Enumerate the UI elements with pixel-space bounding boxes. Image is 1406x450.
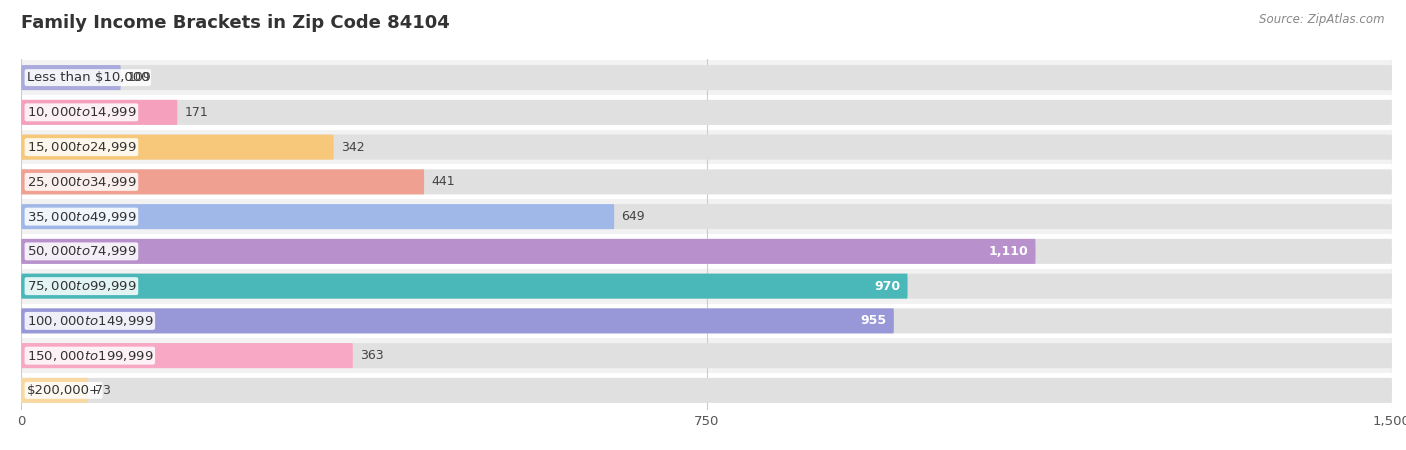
- FancyBboxPatch shape: [21, 274, 1392, 299]
- FancyBboxPatch shape: [21, 239, 1392, 264]
- FancyBboxPatch shape: [21, 169, 1392, 194]
- Text: 1,110: 1,110: [988, 245, 1028, 258]
- Text: 171: 171: [184, 106, 208, 119]
- FancyBboxPatch shape: [21, 65, 121, 90]
- Text: $25,000 to $34,999: $25,000 to $34,999: [27, 175, 136, 189]
- Text: Source: ZipAtlas.com: Source: ZipAtlas.com: [1260, 14, 1385, 27]
- Text: Less than $10,000: Less than $10,000: [27, 71, 149, 84]
- FancyBboxPatch shape: [21, 343, 1392, 368]
- Text: 342: 342: [340, 140, 364, 153]
- Text: $50,000 to $74,999: $50,000 to $74,999: [27, 244, 136, 258]
- Bar: [21, 130, 1392, 165]
- FancyBboxPatch shape: [21, 308, 1392, 333]
- FancyBboxPatch shape: [21, 135, 1392, 160]
- Text: 363: 363: [360, 349, 384, 362]
- FancyBboxPatch shape: [21, 204, 1392, 229]
- Text: 649: 649: [621, 210, 645, 223]
- Text: $200,000+: $200,000+: [27, 384, 101, 397]
- FancyBboxPatch shape: [21, 100, 1392, 125]
- Text: 73: 73: [96, 384, 111, 397]
- Bar: [21, 269, 1392, 303]
- Bar: [21, 373, 1392, 408]
- Text: $75,000 to $99,999: $75,000 to $99,999: [27, 279, 136, 293]
- FancyBboxPatch shape: [21, 274, 908, 299]
- FancyBboxPatch shape: [21, 204, 614, 229]
- FancyBboxPatch shape: [21, 135, 333, 160]
- Bar: [21, 303, 1392, 338]
- Text: 109: 109: [128, 71, 152, 84]
- Bar: [21, 234, 1392, 269]
- Text: $100,000 to $149,999: $100,000 to $149,999: [27, 314, 153, 328]
- Text: Family Income Brackets in Zip Code 84104: Family Income Brackets in Zip Code 84104: [21, 14, 450, 32]
- FancyBboxPatch shape: [21, 239, 1035, 264]
- Text: $35,000 to $49,999: $35,000 to $49,999: [27, 210, 136, 224]
- FancyBboxPatch shape: [21, 65, 1392, 90]
- Text: 441: 441: [432, 176, 456, 189]
- Text: 970: 970: [875, 279, 900, 292]
- Text: $150,000 to $199,999: $150,000 to $199,999: [27, 349, 153, 363]
- Bar: [21, 95, 1392, 130]
- FancyBboxPatch shape: [21, 378, 87, 403]
- Text: $15,000 to $24,999: $15,000 to $24,999: [27, 140, 136, 154]
- FancyBboxPatch shape: [21, 343, 353, 368]
- FancyBboxPatch shape: [21, 100, 177, 125]
- Bar: [21, 199, 1392, 234]
- Text: $10,000 to $14,999: $10,000 to $14,999: [27, 105, 136, 119]
- Text: 955: 955: [860, 315, 887, 328]
- Bar: [21, 165, 1392, 199]
- FancyBboxPatch shape: [21, 308, 894, 333]
- FancyBboxPatch shape: [21, 378, 1392, 403]
- FancyBboxPatch shape: [21, 169, 425, 194]
- Bar: [21, 60, 1392, 95]
- Bar: [21, 338, 1392, 373]
